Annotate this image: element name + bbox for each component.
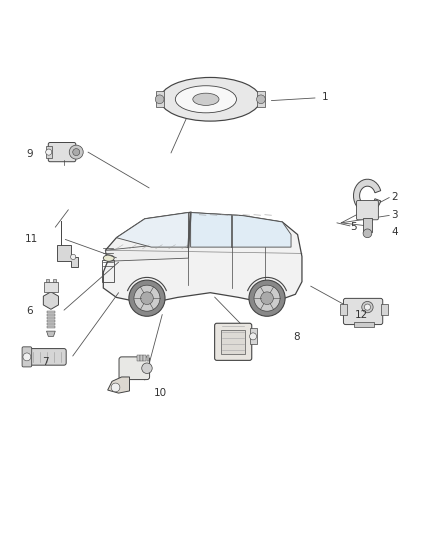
Circle shape	[129, 280, 165, 316]
Circle shape	[134, 285, 160, 311]
Text: 1: 1	[321, 92, 328, 102]
Circle shape	[71, 254, 76, 260]
Circle shape	[23, 353, 31, 361]
Bar	[46, 311, 55, 313]
Bar	[53, 279, 56, 282]
Circle shape	[111, 383, 120, 392]
Polygon shape	[46, 331, 55, 336]
Circle shape	[46, 149, 52, 155]
Text: 12: 12	[354, 310, 367, 320]
Circle shape	[250, 333, 257, 340]
Text: 10: 10	[153, 388, 166, 398]
FancyBboxPatch shape	[22, 347, 32, 367]
Bar	[46, 279, 49, 282]
Bar	[141, 355, 143, 361]
Circle shape	[73, 149, 80, 156]
FancyBboxPatch shape	[357, 200, 378, 220]
Circle shape	[362, 302, 373, 313]
Bar	[381, 304, 388, 314]
Bar	[155, 92, 163, 107]
Bar	[147, 355, 149, 361]
Polygon shape	[57, 245, 78, 266]
Circle shape	[141, 292, 153, 304]
Circle shape	[364, 304, 371, 310]
Bar	[144, 355, 146, 361]
Polygon shape	[191, 213, 291, 247]
Circle shape	[363, 229, 372, 238]
FancyBboxPatch shape	[48, 142, 76, 161]
Bar	[46, 323, 55, 325]
Ellipse shape	[103, 255, 114, 261]
Text: 2: 2	[392, 192, 398, 201]
Bar	[257, 92, 265, 107]
Text: 4: 4	[392, 228, 398, 237]
Polygon shape	[103, 213, 302, 304]
Text: 3: 3	[392, 211, 398, 221]
Polygon shape	[108, 377, 130, 393]
Bar	[221, 330, 245, 354]
Bar	[340, 304, 347, 314]
Bar	[138, 355, 140, 361]
Bar	[363, 217, 372, 232]
Circle shape	[142, 363, 152, 374]
Text: 8: 8	[293, 332, 300, 342]
FancyBboxPatch shape	[25, 349, 66, 365]
Ellipse shape	[193, 93, 219, 106]
Text: 6: 6	[26, 306, 33, 316]
Bar	[46, 146, 52, 158]
Polygon shape	[106, 244, 188, 261]
Circle shape	[249, 280, 285, 316]
Text: 7: 7	[42, 357, 49, 367]
Circle shape	[69, 145, 83, 159]
Text: 11: 11	[25, 235, 38, 245]
Text: 9: 9	[26, 149, 33, 159]
Ellipse shape	[160, 77, 261, 121]
Circle shape	[254, 285, 280, 311]
Bar	[46, 320, 55, 322]
Polygon shape	[117, 213, 188, 247]
Ellipse shape	[175, 86, 237, 113]
Circle shape	[257, 95, 265, 103]
FancyBboxPatch shape	[215, 323, 252, 360]
Circle shape	[261, 292, 273, 304]
Circle shape	[155, 95, 164, 103]
Bar	[250, 328, 257, 344]
Bar	[354, 321, 374, 327]
Polygon shape	[353, 179, 381, 212]
Bar	[102, 260, 114, 282]
FancyBboxPatch shape	[119, 357, 150, 379]
Text: 5: 5	[350, 222, 357, 232]
Bar	[44, 282, 58, 292]
Bar	[46, 317, 55, 319]
Bar	[46, 326, 55, 328]
Bar	[46, 313, 55, 316]
Polygon shape	[43, 292, 58, 309]
FancyBboxPatch shape	[343, 298, 383, 325]
